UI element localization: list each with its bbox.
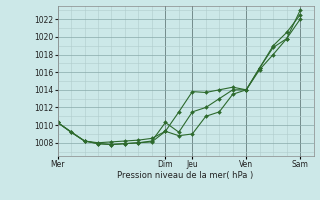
- X-axis label: Pression niveau de la mer( hPa ): Pression niveau de la mer( hPa ): [117, 171, 254, 180]
